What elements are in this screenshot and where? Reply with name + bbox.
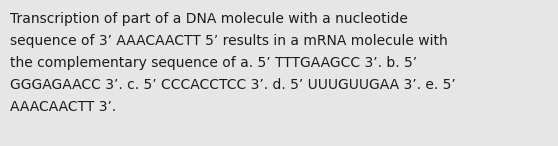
Text: AAACAACTT 3’.: AAACAACTT 3’. xyxy=(10,100,116,114)
Text: Transcription of part of a DNA molecule with a nucleotide: Transcription of part of a DNA molecule … xyxy=(10,12,408,26)
Text: the complementary sequence of a. 5’ TTTGAAGCC 3’. b. 5’: the complementary sequence of a. 5’ TTTG… xyxy=(10,56,417,70)
Text: GGGAGAACC 3’. c. 5’ CCCACCTCC 3’. d. 5’ UUUGUUGAA 3’. e. 5’: GGGAGAACC 3’. c. 5’ CCCACCTCC 3’. d. 5’ … xyxy=(10,78,456,92)
Text: sequence of 3’ AAACAACTT 5’ results in a mRNA molecule with: sequence of 3’ AAACAACTT 5’ results in a… xyxy=(10,34,448,48)
